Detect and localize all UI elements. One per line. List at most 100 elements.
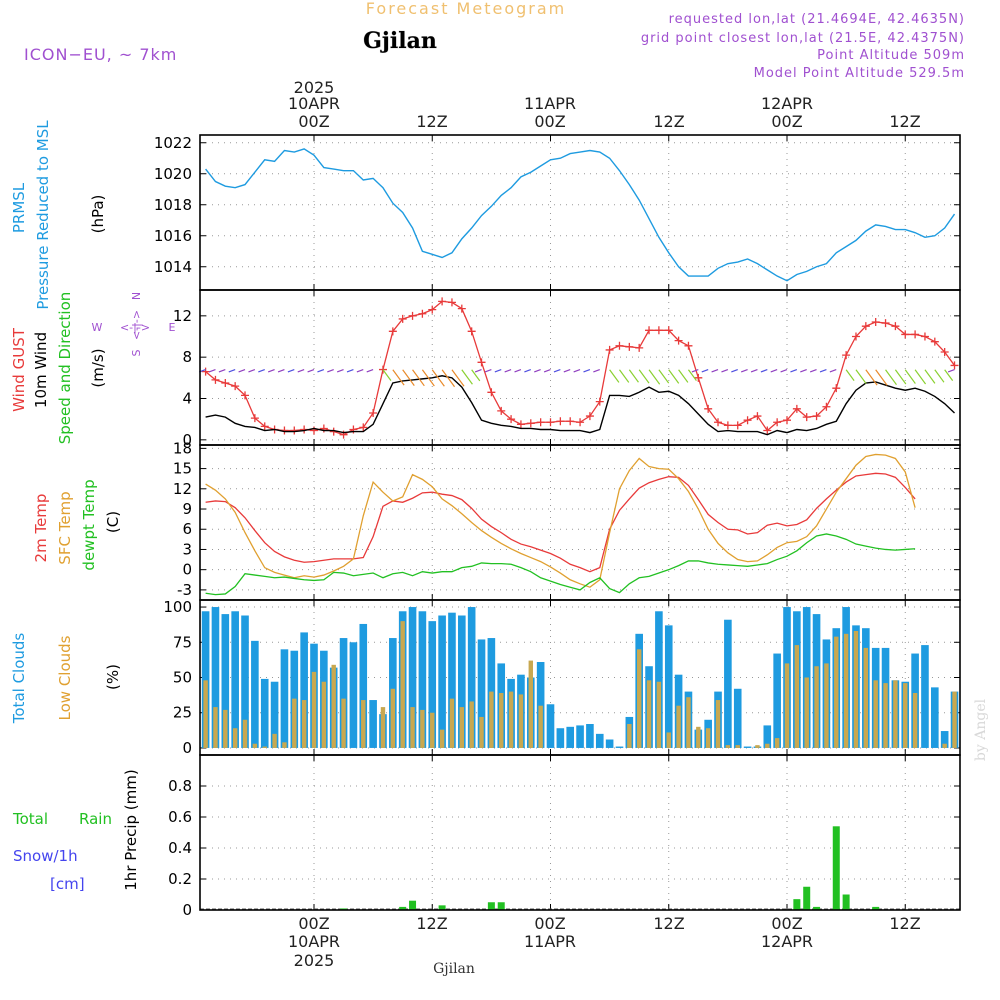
total-cloud-bar xyxy=(280,649,289,748)
low-cloud-bar xyxy=(824,663,829,748)
total-cloud-bar xyxy=(418,611,427,748)
low-cloud-bar xyxy=(499,693,504,748)
watermark: by Angel xyxy=(973,698,989,761)
low-cloud-bar xyxy=(952,691,957,748)
gust-point-marker xyxy=(704,404,713,413)
total-cloud-bar xyxy=(546,704,555,748)
bottom-tick-label: 00Z xyxy=(534,914,565,933)
gust-point-marker xyxy=(733,421,742,430)
gust-point-marker xyxy=(369,408,378,417)
gust-point-marker xyxy=(822,402,831,411)
total-clouds-label: Total Clouds xyxy=(10,633,28,725)
temperature-panel: -3 0 3 6 9 12 15 18 xyxy=(173,439,961,601)
top-date-12apr: 12APR xyxy=(761,94,813,113)
gust-point-marker xyxy=(418,309,427,318)
wind-direction-arrow xyxy=(628,369,639,383)
wind-direction-arrow xyxy=(701,369,709,373)
wind-direction-arrow xyxy=(421,369,435,387)
y-tick-label: 9 xyxy=(182,500,192,518)
wind-direction-arrow xyxy=(471,369,481,382)
info-gridpoint: grid point closest lon,lat (21.5E, 42.43… xyxy=(641,31,965,46)
wind-direction-arrow xyxy=(618,369,630,383)
gust-point-marker xyxy=(447,298,456,307)
total-cloud-bar xyxy=(428,621,437,748)
wind-direction-arrow xyxy=(534,369,541,373)
gust-point-marker xyxy=(477,358,486,367)
compass-s: S xyxy=(130,349,143,356)
top-tick-label: 00Z xyxy=(771,112,802,131)
low-cloud-bar xyxy=(459,707,465,748)
gust-point-marker xyxy=(950,361,959,370)
gust-point-marker xyxy=(428,305,437,314)
wind-direction-arrow xyxy=(504,369,512,373)
low-cloud-bar xyxy=(252,743,258,748)
total-cloud-bar xyxy=(733,688,742,748)
wind-direction-arrow xyxy=(770,369,778,373)
plot-area: 1014101610181020102204812-30369121518025… xyxy=(154,134,961,919)
y-tick-label: 15 xyxy=(173,460,192,478)
rain-bar xyxy=(497,902,505,910)
y-tick-label: 1020 xyxy=(154,165,192,183)
gust-point-marker xyxy=(615,341,624,350)
low-cloud-bar xyxy=(774,738,780,748)
y-tick-label: 0 xyxy=(182,901,192,919)
total-cloud-bar xyxy=(231,611,239,748)
y-tick-label: -3 xyxy=(177,581,192,599)
wind-direction-arrow xyxy=(431,369,445,387)
low-cloud-bar xyxy=(262,746,267,748)
low-cloud-bar xyxy=(843,633,849,748)
total-cloud-bar xyxy=(595,733,604,748)
low-cloud-bar xyxy=(686,697,691,748)
bottom-date-10apr: 10APR xyxy=(288,932,340,951)
bottom-tick-label: 12Z xyxy=(653,914,684,933)
low-cloud-bar xyxy=(518,694,524,748)
y-tick-label: 1016 xyxy=(154,227,192,245)
low-cloud-bar xyxy=(203,680,208,748)
precip-panel-labels: Total Rain Snow/1h [cm] 1hr Precip (mm) xyxy=(12,769,140,893)
pressure-panel: 1014 1016 1018 1020 1022 xyxy=(154,134,961,291)
gust-point-marker xyxy=(536,418,545,427)
total-cloud-bar xyxy=(655,611,663,748)
gust-point-marker xyxy=(388,327,397,336)
low-cloud-bar xyxy=(321,681,327,748)
top-tick-label: 12Z xyxy=(889,112,920,131)
low-cloud-bar xyxy=(676,705,681,748)
rain-bar xyxy=(832,826,840,910)
gust-point-marker xyxy=(881,319,890,328)
total-cloud-bar xyxy=(605,739,614,748)
wind-direction-arrow xyxy=(760,369,768,373)
bottom-year-label: 2025 xyxy=(294,951,335,970)
gust-point-marker xyxy=(920,332,929,341)
low-cloud-bar xyxy=(735,745,740,748)
gust-point-marker xyxy=(753,412,762,421)
gust-point-marker xyxy=(467,327,476,336)
gust-point-marker xyxy=(201,367,210,376)
y-tick-label: 25 xyxy=(173,704,192,722)
y-tick-label: 6 xyxy=(182,520,192,538)
gust-point-marker xyxy=(378,365,387,374)
rain-bar xyxy=(872,906,880,910)
gust-point-marker xyxy=(487,388,496,397)
wind-direction-arrow xyxy=(750,369,758,373)
info-requested: requested lon,lat (21.4694E, 42.4635N) xyxy=(669,12,965,27)
gust-point-marker xyxy=(674,336,683,345)
y-tick-label: 0.4 xyxy=(168,839,192,857)
low-cloud-bar xyxy=(873,680,878,748)
gust-point-marker xyxy=(595,397,604,406)
low-cloud-bar xyxy=(725,745,731,748)
total-cloud-bar xyxy=(477,639,486,748)
gust-point-marker xyxy=(694,373,703,382)
rain-bar xyxy=(803,886,811,910)
wind-direction-arrow xyxy=(829,369,837,373)
gust-point-marker xyxy=(891,322,900,331)
pressure-series-line xyxy=(205,148,956,282)
gust-label: Wind GUST xyxy=(10,327,28,412)
low-cloud-bar xyxy=(883,683,888,748)
low-cloud-bar xyxy=(538,705,543,748)
gust-point-marker xyxy=(290,426,299,435)
pressure-label-line1: PRMSL xyxy=(10,182,28,233)
total-cloud-bar xyxy=(201,611,210,748)
wind-direction-arrow xyxy=(228,369,236,373)
gust-point-marker xyxy=(556,417,565,426)
top-tick-label: 00Z xyxy=(534,112,565,131)
